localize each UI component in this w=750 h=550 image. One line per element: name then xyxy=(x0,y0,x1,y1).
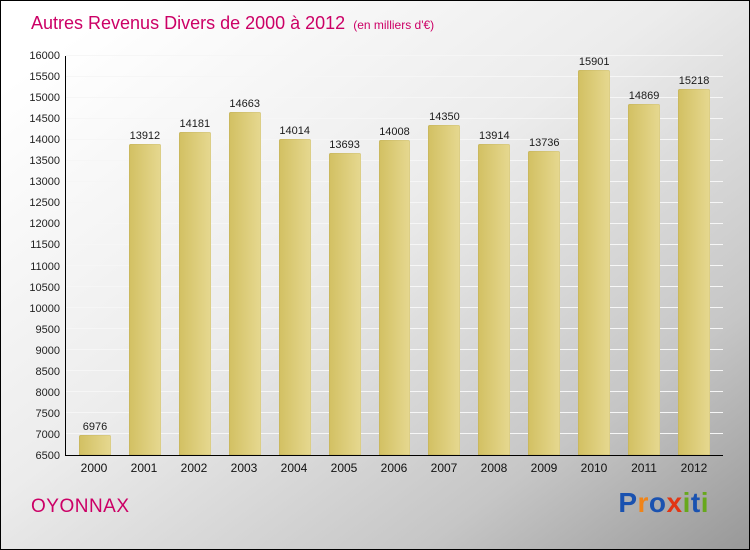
bar-chart: 6500 7000 7500 8000 8500 9000 9500 10000 10500 11… xyxy=(27,50,723,480)
bar-2003 xyxy=(228,112,261,455)
x-tick-label: 2008 xyxy=(480,461,508,475)
bar-value-label: 13693 xyxy=(329,138,360,151)
y-tick-label: 13500 xyxy=(29,155,60,168)
bar-slot: 14350 xyxy=(419,56,469,455)
bar-slot: 15218 xyxy=(669,56,719,455)
bar-value-label: 13736 xyxy=(528,137,560,150)
gridline xyxy=(66,76,723,77)
bar-value-label: 14008 xyxy=(379,125,410,138)
y-tick-label: 11500 xyxy=(30,239,60,252)
y-tick-label: 15000 xyxy=(29,92,60,105)
bar-2004 xyxy=(278,139,311,455)
logo-letter: r xyxy=(637,487,649,518)
city-label: OYONNAX xyxy=(31,496,130,517)
bar-slot: 13736 xyxy=(519,56,569,455)
bar-slot: 14008 xyxy=(370,56,420,455)
logo-letter: x xyxy=(666,487,683,518)
x-tick-label: 2010 xyxy=(580,461,608,475)
chart-footer: OYONNAX Proxiti xyxy=(31,487,709,519)
bar-2010 xyxy=(578,70,611,455)
gridline xyxy=(66,118,723,119)
bar-value-label: 15218 xyxy=(678,74,710,87)
y-tick-label: 13000 xyxy=(29,176,60,189)
bar-2005 xyxy=(328,152,361,455)
bar-2011 xyxy=(628,103,661,455)
y-tick-label: 9500 xyxy=(35,323,60,336)
bar-slot: 13912 xyxy=(120,56,170,455)
x-tick-label: 2012 xyxy=(680,461,708,475)
y-tick-label: 7500 xyxy=(35,407,60,420)
x-tick-label: 2009 xyxy=(530,461,558,475)
bar-2007 xyxy=(428,125,461,455)
x-tick-label: 2011 xyxy=(631,461,657,475)
chart-subtitle: (en milliers d'€) xyxy=(353,18,435,32)
logo-letter: i xyxy=(700,487,709,518)
plot-area: 6976 13912 14181 14663 14014 13693 14008 14350 1… xyxy=(65,55,723,456)
x-tick-label: 2006 xyxy=(380,461,408,475)
bars-container: 6976 13912 14181 14663 14014 13693 14008 14350 1… xyxy=(66,56,723,455)
bar-2009 xyxy=(528,151,561,455)
x-tick-label: 2002 xyxy=(180,461,208,475)
bar-value-label: 14663 xyxy=(229,98,261,111)
bar-value-label: 14869 xyxy=(628,89,660,102)
chart-title: Autres Revenus Divers de 2000 à 2012 xyxy=(31,13,346,33)
bar-2001 xyxy=(128,143,161,455)
bar-2000 xyxy=(78,435,111,455)
y-tick-label: 8500 xyxy=(35,365,60,378)
y-tick-label: 14000 xyxy=(29,134,60,147)
logo-letter: o xyxy=(648,487,667,518)
logo-letter: t xyxy=(690,487,701,518)
y-tick-label: 11000 xyxy=(30,260,60,273)
y-tick-label: 8000 xyxy=(35,386,60,399)
logo-letter: P xyxy=(618,487,638,518)
bar-value-label: 14181 xyxy=(179,118,211,131)
plot-wrap: 6976 13912 14181 14663 14014 13693 14008 14350 1… xyxy=(65,55,723,480)
bar-slot: 14663 xyxy=(220,56,270,455)
x-tick-label: 2001 xyxy=(130,461,158,475)
x-axis-labels: 2000 2001 2002 2003 2004 2005 2006 2007 2008 2009… xyxy=(65,456,723,480)
logo-letter: i xyxy=(682,487,691,518)
x-tick-label: 2000 xyxy=(80,461,108,475)
y-tick-label: 12500 xyxy=(29,197,60,210)
y-tick-label: 15500 xyxy=(29,71,60,84)
x-tick-label: 2004 xyxy=(280,461,308,475)
bar-slot: 14181 xyxy=(170,56,220,455)
bar-slot: 6976 xyxy=(70,56,120,455)
y-tick-label: 12000 xyxy=(29,218,60,231)
x-tick-label: 2007 xyxy=(430,461,458,475)
bar-value-label: 13914 xyxy=(479,129,510,142)
bar-slot: 13914 xyxy=(469,56,519,455)
gridline xyxy=(66,97,723,98)
gridline xyxy=(66,55,723,56)
gridline xyxy=(66,139,723,141)
bar-value-label: 15901 xyxy=(578,56,610,68)
bar-slot: 14869 xyxy=(619,56,669,455)
bar-slot: 15901 xyxy=(569,56,619,455)
y-tick-label: 10500 xyxy=(29,281,60,294)
bar-value-label: 14350 xyxy=(429,111,460,124)
bar-value-label: 6976 xyxy=(82,421,108,434)
bar-value-label: 13912 xyxy=(129,129,161,142)
y-tick-label: 9000 xyxy=(35,344,60,357)
chart-header: Autres Revenus Divers de 2000 à 2012 (en… xyxy=(31,13,434,34)
bar-slot: 13693 xyxy=(320,56,370,455)
proxiti-logo: Proxiti xyxy=(618,487,709,519)
bar-2002 xyxy=(178,132,211,455)
y-tick-label: 7000 xyxy=(35,428,60,441)
bar-2008 xyxy=(478,143,511,455)
x-tick-label: 2003 xyxy=(230,461,258,475)
bar-2006 xyxy=(378,139,411,455)
y-tick-label: 16000 xyxy=(29,50,60,62)
y-axis: 6500 7000 7500 8000 8500 9000 9500 10000 10500 11… xyxy=(27,50,65,462)
y-tick-label: 10000 xyxy=(29,302,60,315)
bar-slot: 14014 xyxy=(270,56,320,455)
bar-value-label: 14014 xyxy=(279,125,310,138)
bar-2012 xyxy=(678,88,710,455)
y-tick-label: 6500 xyxy=(35,450,60,462)
y-tick-label: 14500 xyxy=(29,113,60,126)
x-tick-label: 2005 xyxy=(330,461,358,475)
